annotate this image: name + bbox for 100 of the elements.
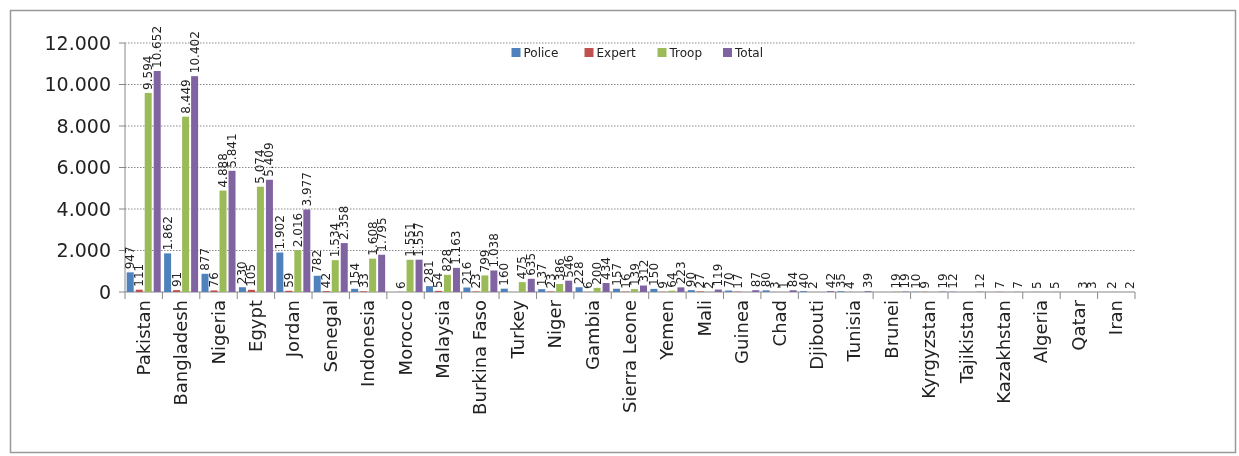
bar [538,289,546,292]
bar [415,259,423,292]
data-label: 7 [992,281,1007,289]
data-label: 42 [319,272,334,289]
bar [452,267,460,292]
bar [144,92,152,292]
bar [631,289,638,292]
bar [294,250,302,292]
x-tick-label: Brunei [880,300,902,359]
bar [378,254,386,292]
x-tick-label: Iran [1105,300,1127,336]
x-tick-label: Senegal [319,300,341,373]
data-label: 10.402 [187,31,202,74]
data-label: 91 [169,271,184,288]
y-tick-label: 2.000 [56,239,111,262]
bar [463,287,471,292]
data-label: 5 [1047,281,1062,289]
y-tick-label: 0 [98,280,111,303]
data-label: 12 [946,273,961,289]
bar [247,289,255,292]
bar [265,179,273,292]
x-tick-label: Qatar [1067,299,1089,351]
bar [313,275,321,292]
bar [351,288,359,292]
x-tick-label: Tunisia [843,300,865,363]
x-tick-label: Bangladesh [170,300,192,406]
x-tick-label: Yemen [656,300,678,361]
bar [228,170,236,292]
bar [276,252,284,292]
y-tick-label: 12.000 [44,31,111,54]
data-label: 39 [860,272,875,289]
bar [527,278,535,292]
data-label: 2.016 [290,212,305,248]
y-tick-label: 6.000 [56,156,111,179]
data-label: 12 [973,273,988,289]
bar [556,283,564,292]
bar [256,186,264,292]
bar [677,287,685,292]
bar [490,270,498,292]
bar [191,76,199,292]
bar [602,283,610,292]
bar [238,287,246,292]
bar [481,275,489,292]
bar [182,116,190,292]
x-tick-label: Algeria [1030,300,1052,364]
x-tick-label: Burkina Faso [469,300,491,415]
data-label: 7 [1010,281,1025,289]
x-tick-label: Gambia [581,300,603,370]
x-tick-label: Tajikistan [955,300,977,385]
data-label: 2 [1122,281,1137,289]
data-label: 2 [1104,281,1119,289]
bar [164,253,172,292]
bar [443,274,451,292]
x-tick-label: Chad [768,300,790,347]
data-label: 3.977 [299,172,314,207]
bar [406,259,414,292]
data-label: 76 [207,272,222,288]
bar [126,272,134,292]
legend-label: Total [734,46,764,61]
data-label: 1.902 [272,215,287,250]
bar [518,282,526,292]
x-tick-label: Indonesia [357,300,379,388]
data-label: 782 [310,249,325,273]
x-tick-label: Malaysia [431,300,453,379]
y-tick-label: 8.000 [56,114,111,137]
data-label: 877 [198,247,213,271]
bar [425,286,433,292]
x-tick-label: Niger [544,299,566,349]
bar [613,288,620,292]
bar [201,273,209,292]
x-tick-label: Morocco [394,300,416,376]
x-tick-label: Pakistan [132,300,154,376]
bar [153,70,161,292]
bar [369,258,377,292]
bar [219,190,227,292]
data-label: 6 [394,281,409,289]
legend-label: Police [523,46,559,61]
x-tick-label: Kazakhstan [993,300,1015,404]
x-tick-label: Jordan [282,300,304,359]
x-tick-label: Egypt [244,300,266,352]
data-label: 8.449 [178,79,193,114]
x-tick-label: Nigeria [207,300,229,365]
bar [303,209,311,292]
bar [565,280,573,292]
data-label: 160 [497,262,512,286]
bar [500,288,508,292]
x-tick-label: Djibouti [806,300,828,370]
x-tick-label: Kyrgyzstan [918,300,940,399]
legend-label: Troop [668,46,703,61]
x-tick-label: Mali [693,300,715,337]
bar [331,260,339,292]
legend-label: Expert [596,46,637,61]
data-label: 5 [1029,281,1044,289]
data-label: 1.862 [160,216,175,251]
bar [593,287,601,292]
x-tick-label: Turkey [506,299,528,360]
x-tick-label: Sierra Leone [619,300,640,414]
bar [340,243,348,292]
bar [650,288,658,292]
data-label: 59 [281,272,296,288]
